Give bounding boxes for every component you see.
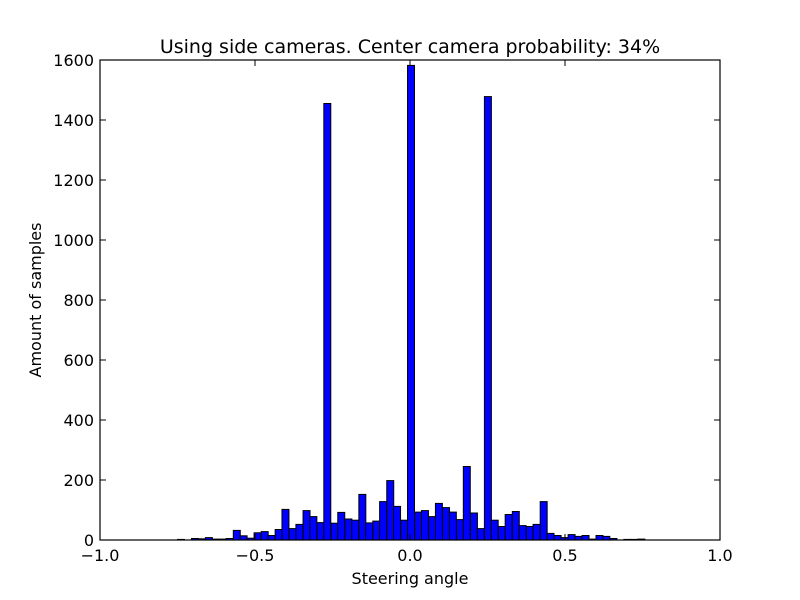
histogram-bar	[504, 514, 513, 541]
histogram-bar	[232, 529, 241, 541]
ticks-layer: −1.0 −0.5 0.0 0.5 1.0 0 200 400 600 800 1000 1200 14…	[53, 51, 732, 565]
histogram-bar	[532, 523, 541, 541]
histogram-bar	[553, 535, 562, 541]
histogram-bar	[469, 512, 478, 541]
histogram-bar	[490, 519, 499, 541]
histogram-bar	[323, 103, 332, 541]
histogram-bar	[351, 519, 360, 541]
histogram-bar	[344, 518, 353, 541]
histogram-bar	[476, 528, 485, 541]
histogram-bar	[420, 510, 429, 541]
histogram-bar	[295, 523, 304, 541]
y-tick-label: 800	[63, 291, 94, 310]
histogram-bar	[337, 511, 346, 541]
histogram-bar	[414, 511, 423, 541]
y-axis-label: Amount of samples	[26, 223, 45, 378]
histogram-bar	[483, 96, 492, 541]
y-tick-label: 0	[84, 531, 94, 550]
histogram-bar	[386, 480, 395, 541]
histogram-bar	[365, 522, 374, 541]
histogram-bar	[309, 516, 318, 541]
histogram-bar	[462, 466, 471, 541]
histogram-bar	[239, 535, 248, 541]
histogram-bar	[497, 526, 506, 541]
histogram-bar	[393, 505, 402, 541]
histogram-bar	[281, 508, 290, 541]
x-tick-label: 0.5	[552, 546, 577, 565]
histogram-bar	[330, 522, 339, 541]
histogram-bar	[581, 535, 590, 541]
histogram-bar	[260, 531, 269, 541]
x-tick-label: 1.0	[707, 546, 732, 565]
y-tick-label: 400	[63, 411, 94, 430]
histogram-bar	[511, 511, 520, 541]
plot-frame	[99, 59, 721, 541]
y-tick-label: 1600	[53, 51, 94, 70]
x-tick-label: −0.5	[236, 546, 275, 565]
histogram-bar	[428, 516, 437, 541]
x-axis-label: Steering angle	[352, 569, 469, 588]
histogram-bar	[288, 528, 297, 541]
x-tick-label: −1.0	[81, 546, 120, 565]
histogram-bar	[539, 501, 548, 541]
histogram-bar	[358, 493, 367, 541]
histogram-bar	[274, 529, 283, 541]
histogram-bar	[448, 511, 457, 541]
y-tick-label: 1200	[53, 171, 94, 190]
histogram-bar	[525, 526, 534, 541]
histogram-bar	[442, 507, 451, 541]
histogram-bar	[518, 525, 527, 541]
histogram-bar	[372, 520, 381, 541]
histogram-bar	[567, 534, 576, 541]
histogram-bar	[316, 522, 325, 541]
y-tick-label: 200	[63, 471, 94, 490]
histogram-bar	[407, 64, 415, 541]
histogram-bar	[434, 502, 443, 541]
histogram-bar	[546, 532, 555, 541]
histogram-bar	[400, 519, 409, 541]
histogram-bar	[267, 535, 276, 541]
histogram-bar	[302, 510, 311, 541]
histogram-bar	[456, 519, 464, 541]
y-tick-label: 600	[63, 351, 94, 370]
x-tick-label: 0.0	[397, 546, 422, 565]
y-tick-label: 1000	[53, 231, 94, 250]
histogram-bar	[595, 535, 604, 541]
histogram-bar	[379, 501, 388, 541]
chart-title: Using side cameras. Center camera probab…	[160, 36, 660, 58]
y-tick-label: 1400	[53, 111, 94, 130]
